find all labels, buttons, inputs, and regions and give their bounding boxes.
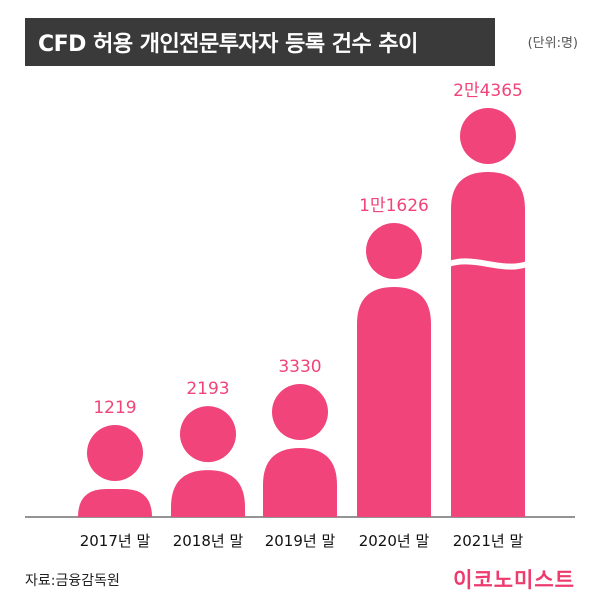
brand-logo: 이코노미스트 [453,568,575,592]
value-label: 3330 [278,357,321,377]
axis-break-marker [449,258,527,270]
category-label: 2018년 말 [173,532,244,550]
value-label: 1219 [93,398,136,418]
category-label: 2019년 말 [265,532,336,550]
person-bar-head [272,384,328,441]
person-bar-head [460,108,516,164]
person-bar-body [451,172,525,517]
person-bar-body [78,489,152,517]
person-bar-head [366,223,422,279]
person-bar-head [87,425,143,481]
chart-title: CFD 허용 개인전문투자자 등록 건수 추이 [38,32,418,57]
value-label: 2만4365 [453,81,523,101]
value-label: 2193 [186,379,229,399]
source-note: 자료:금융감독원 [25,573,120,589]
person-bar-body [357,287,431,517]
person-bar-head [180,406,236,463]
person-bar-body [263,448,337,517]
category-label: 2017년 말 [80,532,151,550]
value-label: 1만1626 [359,196,429,216]
title-bar: CFD 허용 개인전문투자자 등록 건수 추이 [25,18,495,66]
person-bar-body [171,470,245,517]
unit-label: (단위:명) [527,36,578,51]
category-label: 2021년 말 [453,532,524,550]
category-label: 2020년 말 [359,532,430,550]
